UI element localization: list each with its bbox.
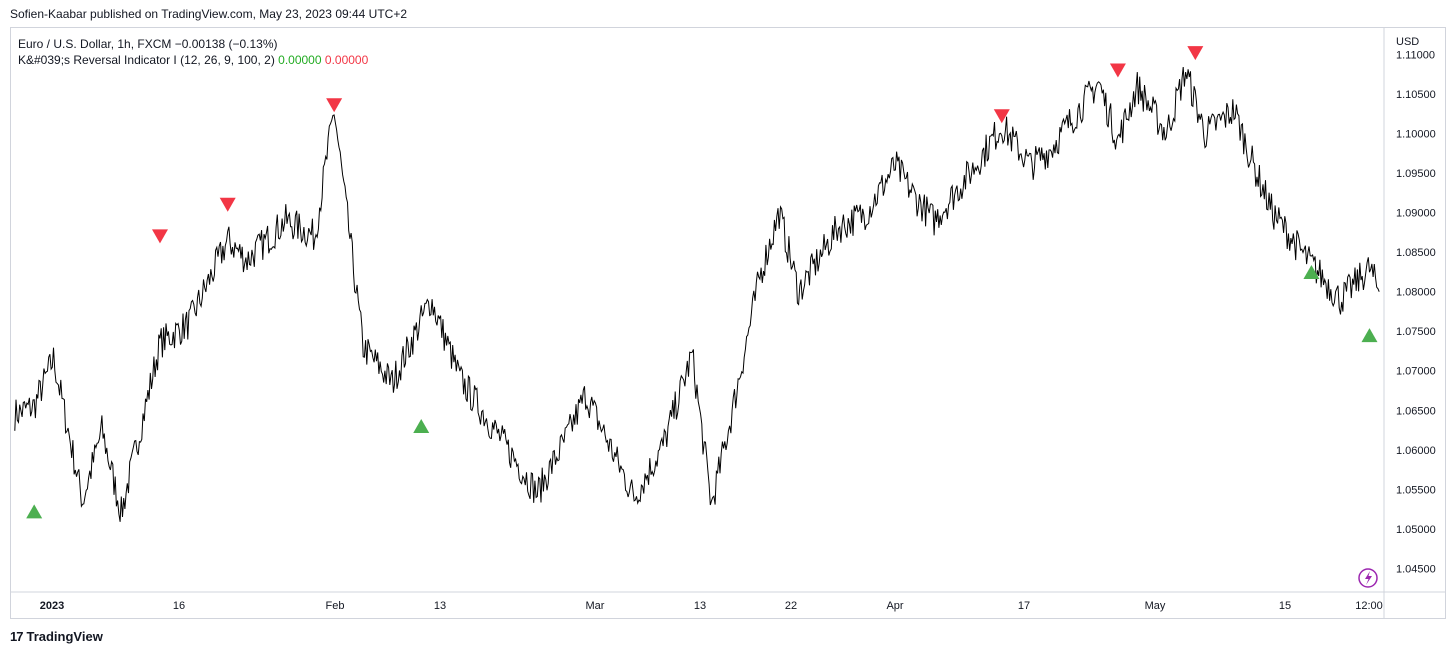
bullish-signal-marker	[1303, 264, 1320, 279]
chart-frame[interactable]	[10, 27, 1446, 619]
y-tick-label: 1.05500	[1396, 484, 1436, 496]
y-tick-label: 1.10000	[1396, 129, 1436, 141]
y-tick-label: 1.09500	[1396, 168, 1436, 180]
x-tick-label: 13	[694, 600, 706, 612]
brand-name: TradingView	[26, 629, 103, 644]
bearish-signal-marker	[151, 229, 168, 244]
indicator-row: K&#039;s Reversal Indicator I (12, 26, 9…	[18, 52, 368, 68]
y-tick-label: 1.09000	[1396, 208, 1436, 220]
price-change: −0.00138 (−0.13%)	[174, 37, 278, 51]
x-tick-label: Apr	[886, 600, 903, 612]
y-tick-label: 1.04500	[1396, 563, 1436, 575]
x-tick-label: 22	[785, 600, 797, 612]
y-tick-label: 1.11000	[1396, 50, 1435, 62]
bearish-signal-marker	[1109, 63, 1126, 78]
indicator-label: K&#039;s Reversal Indicator I (12, 26, 9…	[18, 53, 275, 67]
bearish-signal-marker	[219, 197, 236, 212]
y-tick-label: 1.08000	[1396, 287, 1436, 299]
bearish-signal-marker	[1187, 46, 1204, 61]
x-tick-label: Feb	[326, 600, 345, 612]
time-axis: 2023 16 Feb 13 Mar 13 22 Apr 17 May 15 12:00	[40, 600, 1383, 612]
x-tick-label: 17	[1018, 600, 1030, 612]
y-tick-label: 1.07000	[1396, 366, 1436, 378]
currency-label: USD	[1396, 36, 1419, 48]
y-tick-label: 1.10500	[1396, 89, 1436, 101]
x-tick-label: 2023	[40, 600, 64, 612]
bullish-signal-marker	[1361, 328, 1378, 343]
symbol-row: Euro / U.S. Dollar, 1h, FXCM −0.00138 (−…	[18, 36, 368, 52]
x-tick-label: May	[1145, 600, 1166, 612]
y-tick-label: 1.07500	[1396, 326, 1436, 338]
x-tick-label: 15	[1279, 600, 1291, 612]
y-tick-label: 1.08500	[1396, 247, 1436, 259]
lightning-icon[interactable]	[1358, 568, 1378, 588]
price-series	[14, 66, 1380, 522]
x-tick-label: Mar	[586, 600, 605, 612]
signal-markers	[26, 46, 1378, 519]
y-tick-label: 1.05000	[1396, 524, 1436, 536]
x-tick-label: 13	[434, 600, 446, 612]
bearish-signal-marker	[326, 98, 343, 113]
bullish-signal-marker	[26, 504, 43, 519]
symbol-label: Euro / U.S. Dollar, 1h, FXCM	[18, 37, 172, 51]
bullish-signal-marker	[413, 419, 430, 434]
x-tick-label: 12:00	[1355, 600, 1383, 612]
price-line	[14, 66, 1380, 522]
price-axis: 1.04500 1.05000 1.05500 1.06000 1.06500 1.070…	[1396, 50, 1436, 576]
published-caption: Sofien-Kaabar published on TradingView.c…	[10, 7, 408, 21]
y-tick-label: 1.06000	[1396, 445, 1436, 457]
indicator-value-up: 0.00000	[278, 53, 322, 67]
bearish-signal-marker	[993, 109, 1010, 124]
y-tick-label: 1.06500	[1396, 405, 1436, 417]
chart-legend: Euro / U.S. Dollar, 1h, FXCM −0.00138 (−…	[18, 36, 368, 68]
x-tick-label: 16	[173, 600, 185, 612]
indicator-value-down: 0.00000	[324, 53, 369, 67]
tradingview-logo-icon: 17	[10, 629, 24, 644]
footer-brand: 17 TradingView	[10, 629, 103, 644]
